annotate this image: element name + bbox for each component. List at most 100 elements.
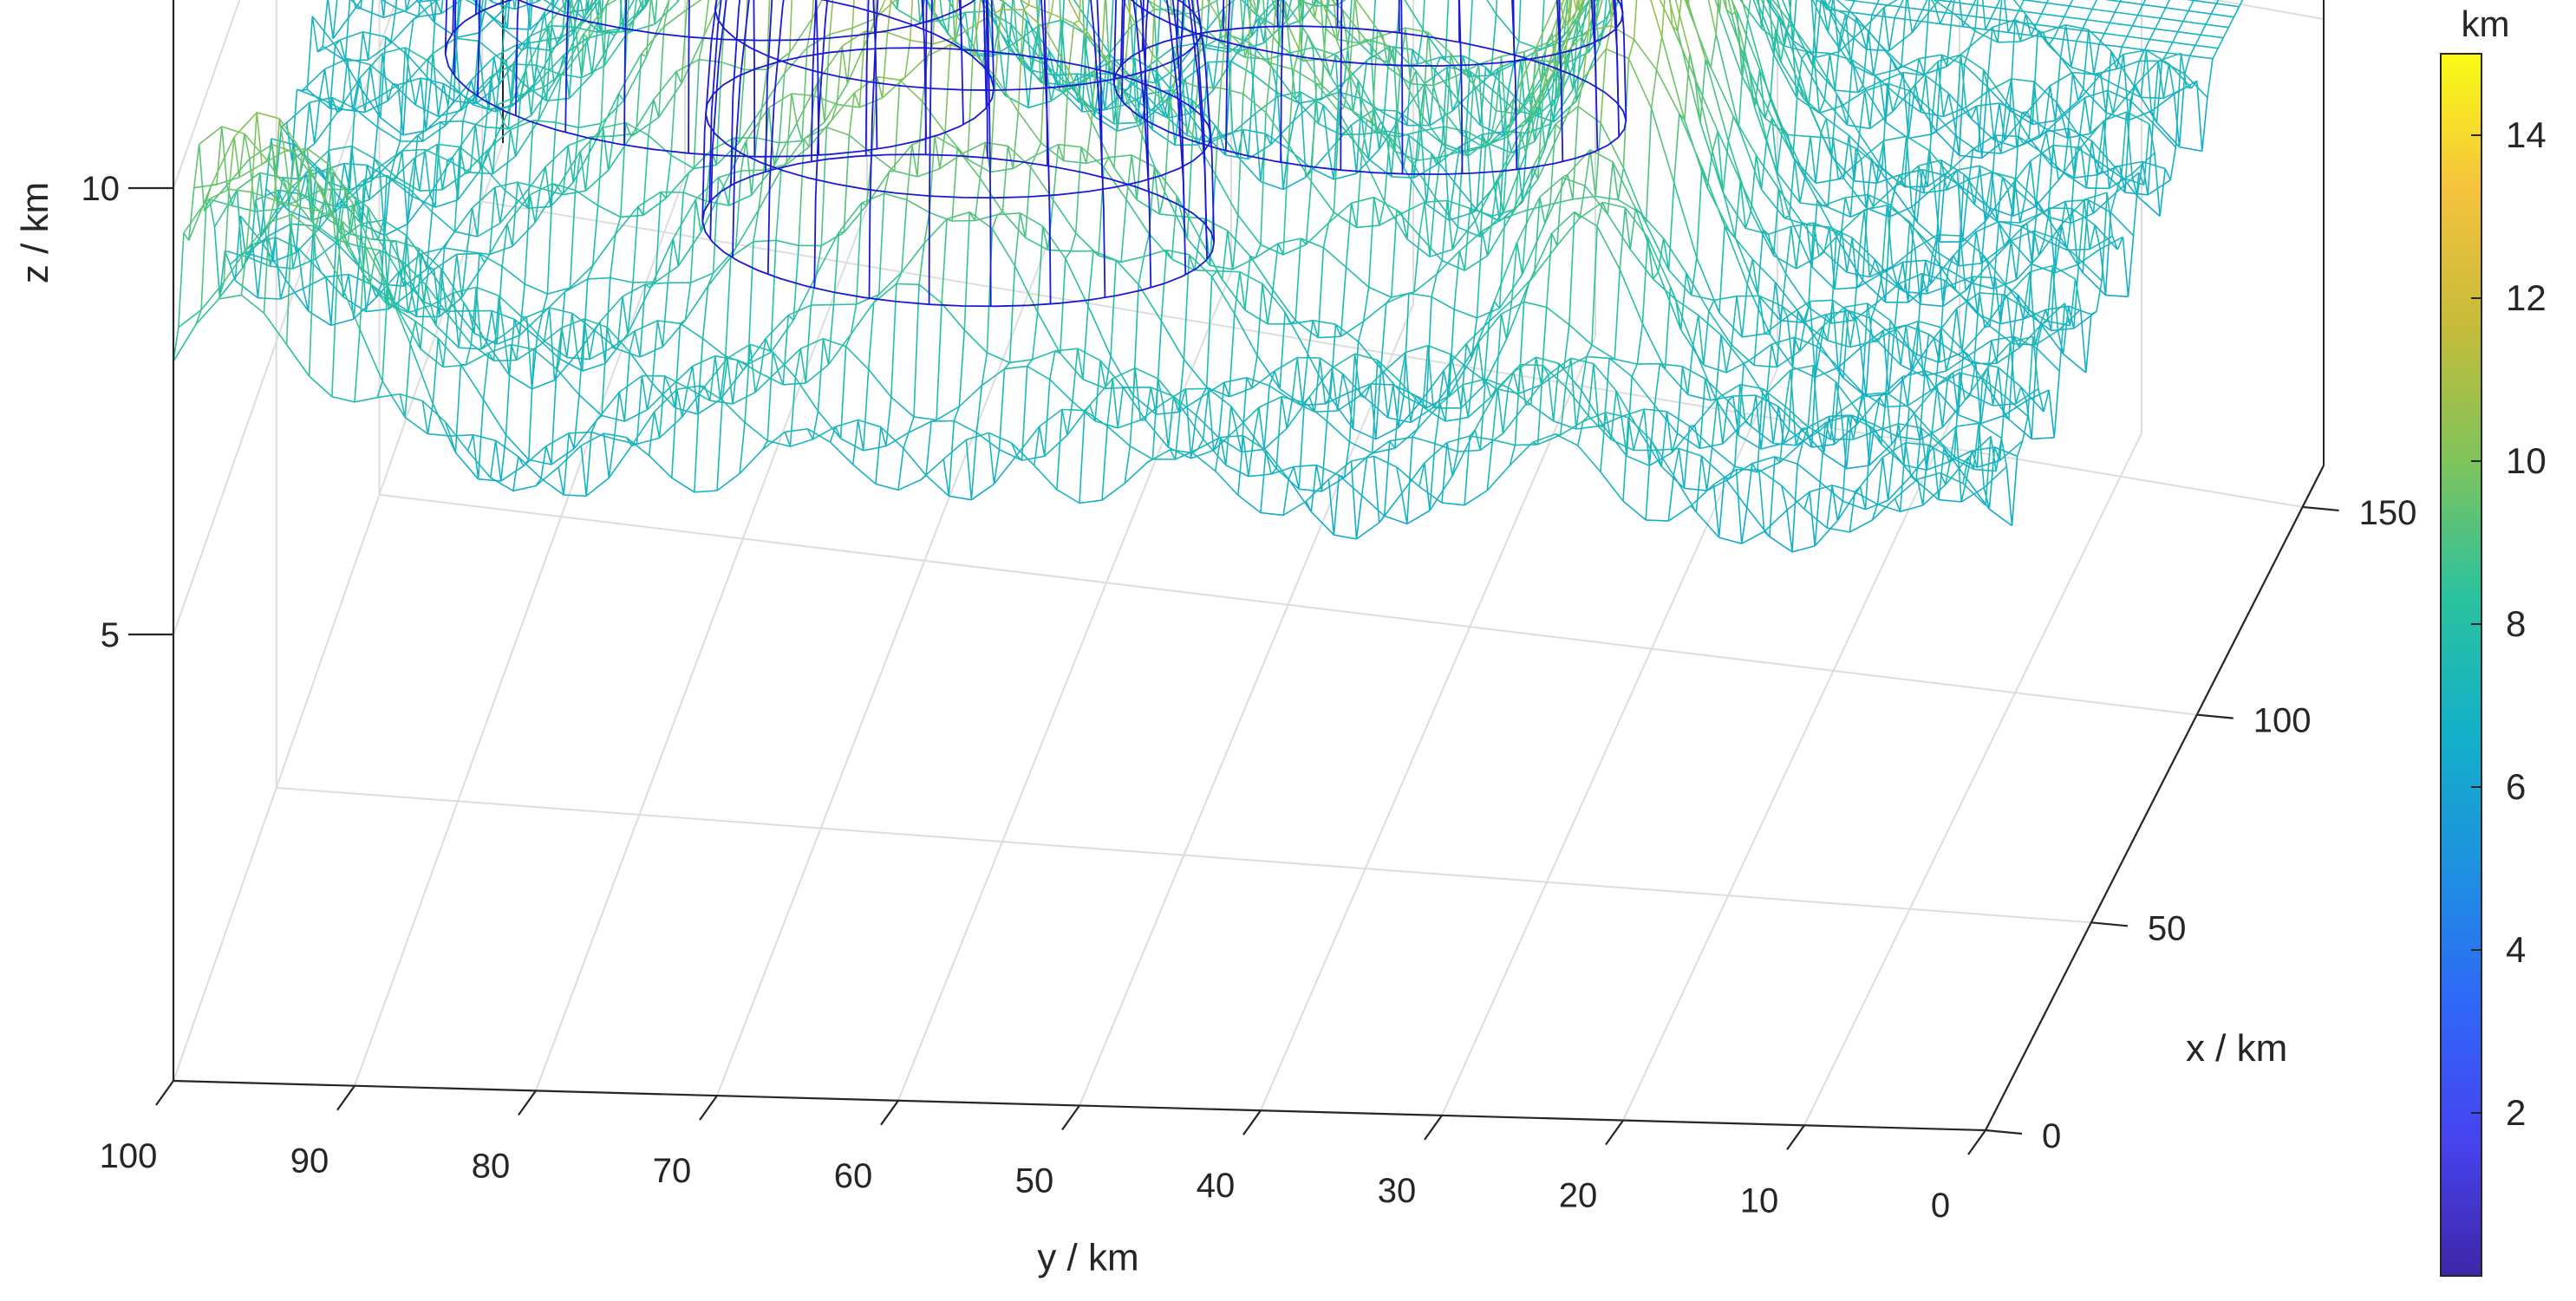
floor-gridline [1441, 368, 1778, 1116]
mesh-line [1862, 30, 1869, 86]
mesh-line [2211, 13, 2234, 18]
mesh-line [421, 0, 440, 3]
mesh-line [1815, 0, 1823, 58]
mesh-line [1806, 51, 1814, 66]
mesh-line [1836, 0, 1857, 18]
mesh-line [2184, 73, 2208, 99]
mesh-line [2133, 85, 2158, 123]
mesh-line [1883, 7, 1890, 51]
mesh-line [1847, 124, 1870, 130]
mesh-line [2200, 34, 2224, 39]
mesh-line [1976, 102, 1999, 107]
mesh-line [2177, 21, 2184, 33]
mesh-line [1983, 68, 2007, 102]
mesh-line [1939, 12, 1947, 24]
mesh-line [2127, 36, 2150, 41]
mesh-line [2088, 29, 2095, 75]
mesh-line [1993, 102, 2000, 140]
mesh-line [2083, 88, 2107, 114]
mesh-line [2061, 96, 2086, 118]
mesh-line [1973, 0, 1977, 5]
mesh-line [1901, 65, 1925, 75]
mesh-line [2064, 24, 2072, 68]
mesh-line [2123, 49, 2147, 55]
mesh-line [1848, 0, 1855, 13]
mesh-line [1925, 75, 1949, 94]
mesh-line [1988, 78, 2012, 92]
mesh-line [2005, 78, 2012, 102]
mesh-line [2105, 112, 2129, 121]
mesh-line [1967, 15, 1992, 20]
mesh-line [1919, 54, 1942, 60]
mesh-line [2078, 97, 2086, 137]
mesh-line [2053, 37, 2077, 42]
mesh-line [2193, 0, 2217, 4]
mesh-line [1947, 93, 1955, 120]
mesh-line [1925, 75, 1933, 134]
floor-gridline [1260, 335, 1596, 1111]
mesh-line [551, 0, 559, 10]
mesh-line [1895, 16, 1918, 22]
mesh-line [2021, 112, 2045, 129]
mesh-line [1897, 72, 1904, 96]
mesh-line [1944, 1, 1952, 14]
mesh-line [2165, 7, 2189, 12]
mesh-line [2178, 74, 2186, 147]
mesh-line [1857, 81, 1881, 94]
mesh-line [2093, 68, 2117, 75]
mesh-line [2076, 29, 2083, 42]
mesh-line [1981, 0, 1986, 30]
mesh-line [2058, 27, 2083, 31]
mesh-line [1937, 61, 1945, 117]
mesh-line [2201, 97, 2208, 152]
mesh-line [1953, 119, 1960, 156]
mesh-line [2095, 74, 2119, 88]
mesh-line [1834, 35, 1842, 91]
mesh-line [1849, 11, 1873, 16]
mesh-line [1835, 89, 1858, 94]
mesh-line [1942, 107, 1966, 118]
mesh-line [2191, 80, 2198, 89]
mesh-line [1974, 30, 1999, 43]
mesh-line [2011, 78, 2035, 82]
mesh-line [2110, 50, 2117, 69]
mesh-line [1768, 0, 1780, 16]
mesh-line [2216, 3, 2240, 8]
mesh-line [2135, 60, 2159, 86]
mesh-line [1933, 0, 1953, 13]
mesh-line [2018, 0, 2025, 11]
mesh-line [1205, 0, 1210, 49]
mesh-line [2149, 28, 2156, 40]
mesh-line [1999, 102, 2005, 141]
mesh-line [1784, 45, 1808, 53]
mesh-line [2142, 3, 2166, 9]
mesh-line [2143, 39, 2151, 50]
mesh-line [1987, 90, 1995, 140]
mesh-line [1885, 121, 1909, 140]
mesh-line [2025, 14, 2032, 36]
mesh-line [1899, 0, 1904, 8]
mesh-line [2084, 89, 2109, 99]
mesh-line [2064, 16, 2088, 21]
mesh-line [2052, 27, 2060, 39]
mesh-line [1922, 9, 1946, 14]
mesh-line [2007, 21, 2014, 33]
mesh-line [2072, 71, 2096, 75]
mesh-line [1895, 57, 1920, 71]
mesh-line [1842, 0, 1855, 2]
mesh-line [1923, 0, 1930, 75]
mesh-line [2205, 13, 2212, 25]
mesh-line [2098, 33, 2105, 45]
mesh-line [1907, 0, 1913, 33]
mesh-line [2069, 0, 2074, 7]
mesh-line [1901, 0, 1908, 66]
mesh-line [2008, 31, 2031, 36]
mesh-line [2054, 100, 2079, 121]
mesh-line [1934, 0, 1940, 6]
mesh-line [2073, 136, 2081, 179]
mesh-line [1951, 0, 1955, 13]
mesh-line [2217, 37, 2224, 49]
mesh-line [2107, 90, 2114, 114]
mesh-line [2109, 11, 2116, 23]
